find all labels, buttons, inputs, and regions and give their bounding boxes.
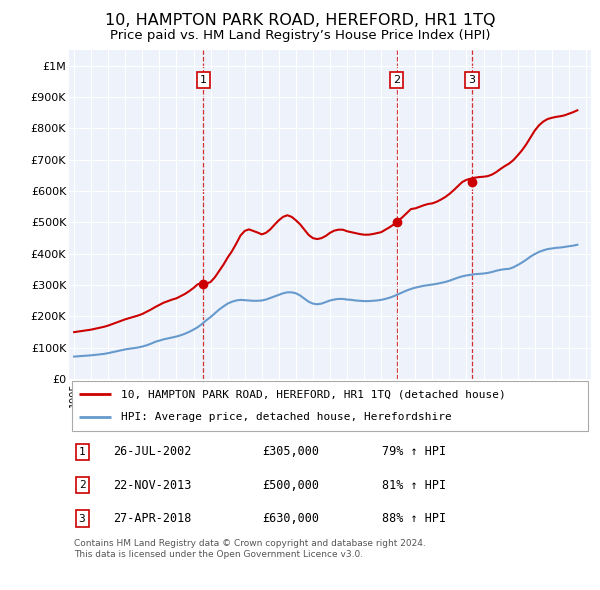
Text: 27-APR-2018: 27-APR-2018 — [113, 512, 192, 525]
FancyBboxPatch shape — [71, 381, 589, 431]
Text: 3: 3 — [469, 75, 475, 85]
Text: 3: 3 — [79, 513, 85, 523]
Text: £630,000: £630,000 — [262, 512, 319, 525]
Text: £500,000: £500,000 — [262, 478, 319, 491]
Text: 26-JUL-2002: 26-JUL-2002 — [113, 445, 192, 458]
Text: 79% ↑ HPI: 79% ↑ HPI — [382, 445, 446, 458]
Text: HPI: Average price, detached house, Herefordshire: HPI: Average price, detached house, Here… — [121, 412, 452, 422]
Text: 81% ↑ HPI: 81% ↑ HPI — [382, 478, 446, 491]
Text: 10, HAMPTON PARK ROAD, HEREFORD, HR1 1TQ (detached house): 10, HAMPTON PARK ROAD, HEREFORD, HR1 1TQ… — [121, 389, 506, 399]
Text: Price paid vs. HM Land Registry’s House Price Index (HPI): Price paid vs. HM Land Registry’s House … — [110, 30, 490, 42]
Text: 1: 1 — [200, 75, 207, 85]
Text: 2: 2 — [393, 75, 400, 85]
Text: 10, HAMPTON PARK ROAD, HEREFORD, HR1 1TQ: 10, HAMPTON PARK ROAD, HEREFORD, HR1 1TQ — [105, 13, 495, 28]
Text: 88% ↑ HPI: 88% ↑ HPI — [382, 512, 446, 525]
Text: 22-NOV-2013: 22-NOV-2013 — [113, 478, 192, 491]
Text: Contains HM Land Registry data © Crown copyright and database right 2024.
This d: Contains HM Land Registry data © Crown c… — [74, 539, 426, 559]
Text: 1: 1 — [79, 447, 85, 457]
Text: 2: 2 — [79, 480, 85, 490]
Text: £305,000: £305,000 — [262, 445, 319, 458]
